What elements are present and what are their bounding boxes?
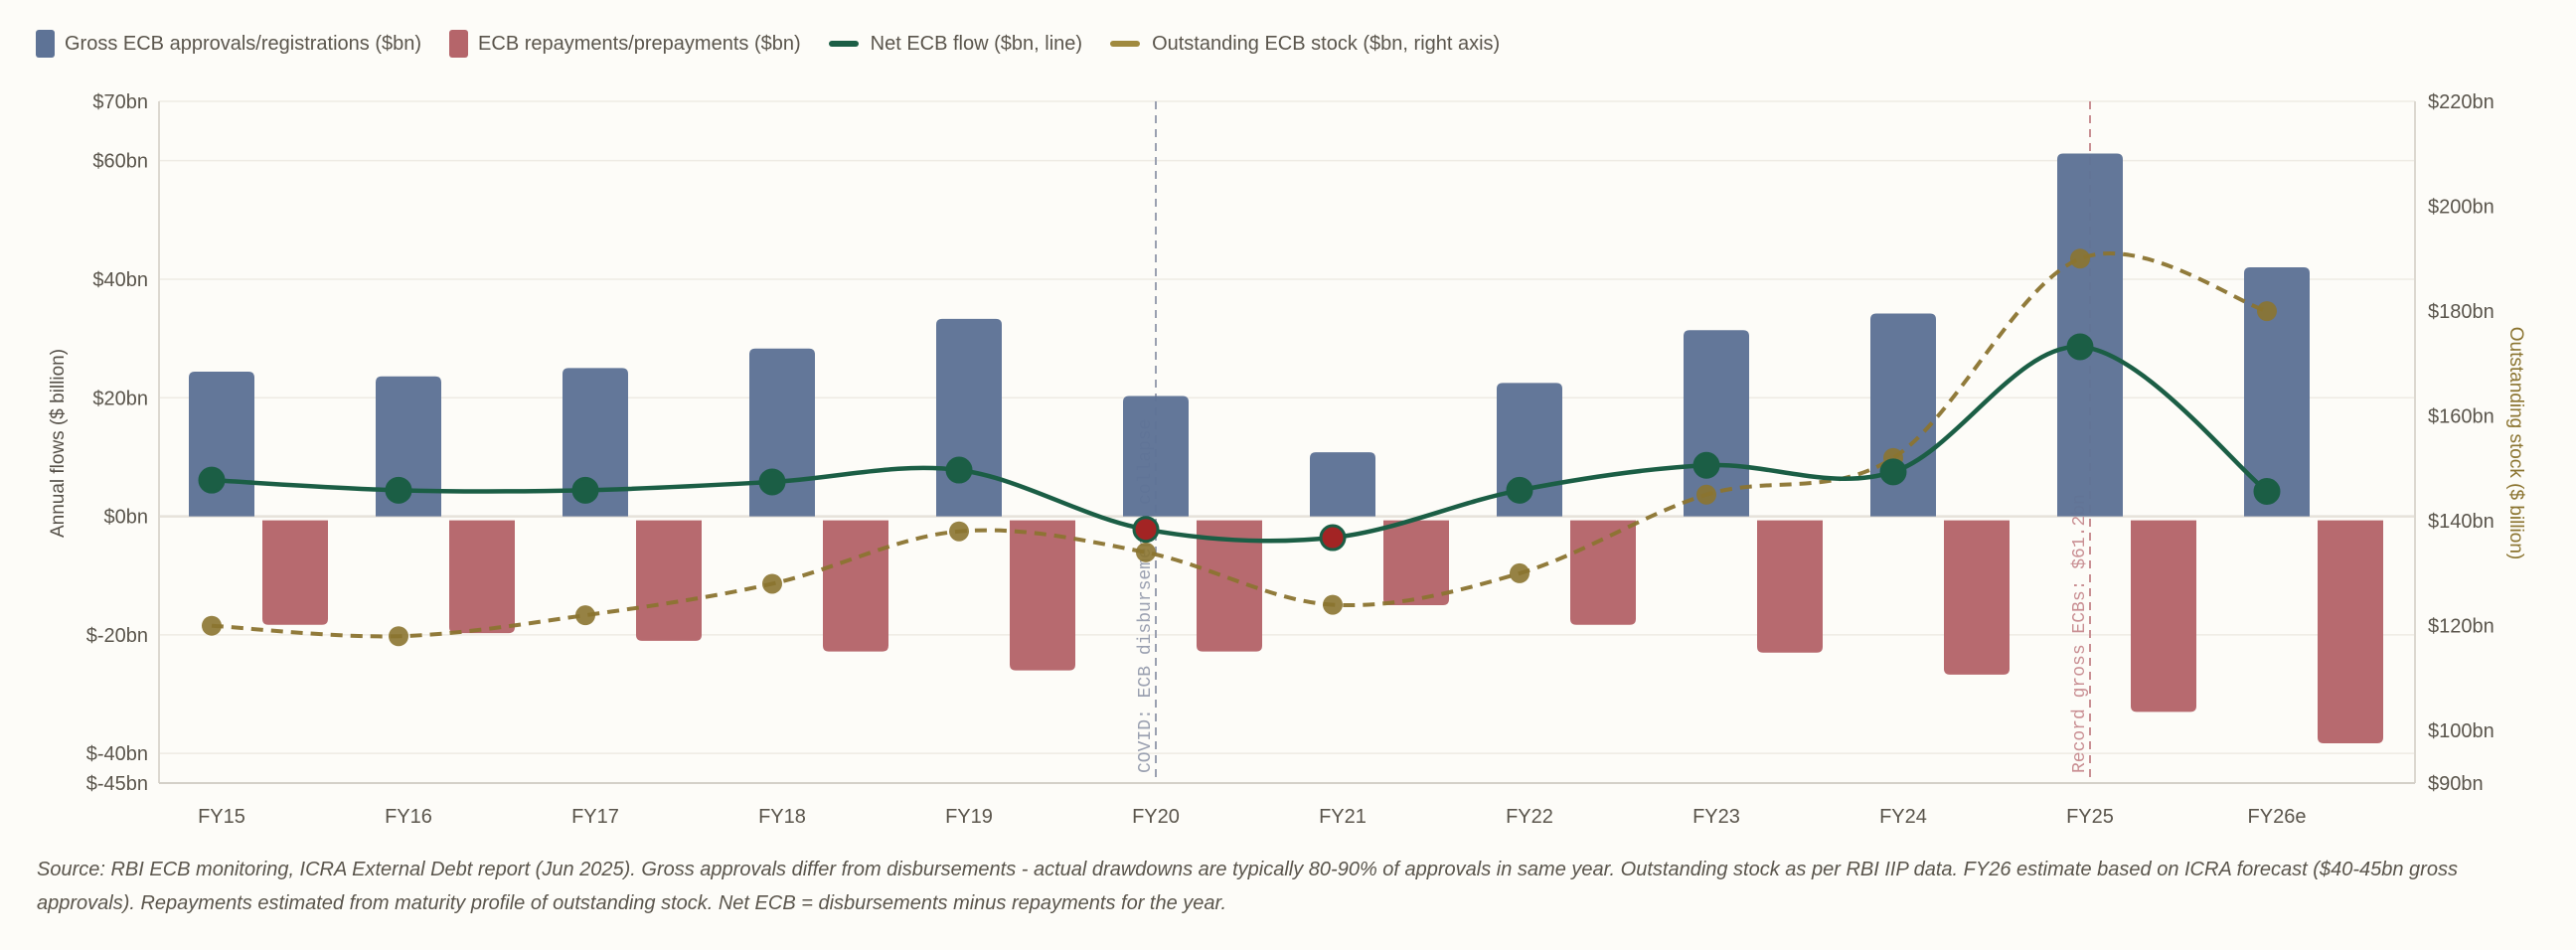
marker-outstanding-stock <box>1136 542 1156 562</box>
bar-gross <box>1870 313 1936 517</box>
y-tick-label-left: $-20bn <box>86 625 148 647</box>
bar-gross <box>936 318 1002 517</box>
legend-label: Net ECB flow ($bn, line) <box>870 32 1083 55</box>
marker-net-flow <box>385 476 412 504</box>
bar-gross <box>1684 330 1749 517</box>
legend-label: Outstanding ECB stock ($bn, right axis) <box>1152 32 1501 55</box>
x-tick-label: FY20 <box>1132 806 1180 828</box>
y-tick-label-left: $-40bn <box>86 743 148 765</box>
y-tick-label-right: $90bn <box>2428 773 2484 795</box>
y-tick-label-right: $100bn <box>2428 720 2495 742</box>
bar-gross <box>2057 153 2123 517</box>
bar-repayment <box>823 520 888 652</box>
lines <box>198 248 2281 647</box>
y-tick-label-right: $120bn <box>2428 616 2495 638</box>
marker-outstanding-stock <box>389 626 408 647</box>
y-tick-label-left: $-45bn <box>86 773 148 795</box>
bar-repayment <box>1757 520 1823 653</box>
x-tick-label: FY21 <box>1319 806 1367 828</box>
legend-swatch-repayments <box>449 30 469 58</box>
marker-net-flow <box>2253 478 2281 506</box>
x-tick-label: FY17 <box>571 806 619 828</box>
y-tick-label-right: $200bn <box>2428 197 2495 219</box>
legend-label: ECB repayments/prepayments ($bn) <box>478 32 801 55</box>
y-tick-label-left: $0bn <box>104 507 149 529</box>
bar-gross <box>1310 452 1375 517</box>
y-tick-label-left: $40bn <box>92 269 148 291</box>
y-tick-label-right: $160bn <box>2428 406 2495 428</box>
annotations: COVID: ECB disbursements collapse Record … <box>1136 101 2091 783</box>
legend-item-gross[interactable]: Gross ECB approvals/registrations ($bn) <box>36 30 421 58</box>
x-tick-label: FY25 <box>2066 806 2114 828</box>
legend-item-repayments[interactable]: ECB repayments/prepayments ($bn) <box>449 30 801 58</box>
y-axis-title-left: Annual flows ($ billion) <box>48 349 69 538</box>
bar-repayment <box>636 520 702 641</box>
y-tick-label-right: $220bn <box>2428 91 2495 113</box>
x-tick-label: FY24 <box>1879 806 1927 828</box>
y-tick-label-left: $20bn <box>92 388 148 409</box>
marker-outstanding-stock <box>575 605 595 626</box>
bar-repayment <box>1383 520 1449 606</box>
chart-legend: Gross ECB approvals/registrations ($bn) … <box>36 30 1528 58</box>
x-tick-label: FY19 <box>945 806 993 828</box>
marker-outstanding-stock <box>1510 562 1530 583</box>
y-tick-label-right: $180bn <box>2428 301 2495 323</box>
y-tick-label-left: $70bn <box>92 91 148 113</box>
marker-net-flow <box>198 466 226 494</box>
marker-outstanding-stock <box>1696 484 1716 505</box>
x-tick-label: FY23 <box>1692 806 1740 828</box>
marker-net-flow <box>571 476 599 504</box>
marker-net-flow <box>1692 451 1720 479</box>
bar-repayment <box>1944 520 2010 675</box>
bar-repayment <box>1010 520 1075 671</box>
legend-item-stock[interactable]: Outstanding ECB stock ($bn, right axis) <box>1110 33 1500 56</box>
marker-outstanding-stock <box>202 615 222 636</box>
x-tick-label: FY16 <box>385 806 432 828</box>
bar-gross <box>749 348 815 517</box>
y-tick-label-right: $140bn <box>2428 511 2495 533</box>
y-tick-label-left: $60bn <box>92 151 148 173</box>
x-tick-label: FY18 <box>758 806 806 828</box>
marker-net-flow <box>945 456 973 484</box>
marker-outstanding-stock <box>2070 248 2090 269</box>
bar-repayment <box>449 520 515 634</box>
legend-item-net[interactable]: Net ECB flow ($bn, line) <box>828 32 1083 56</box>
legend-swatch-net <box>828 41 859 47</box>
bar-repayment <box>262 520 328 625</box>
source-note: Source: RBI ECB monitoring, ICRA Externa… <box>37 859 2458 914</box>
legend-label: Gross ECB approvals/registrations ($bn) <box>65 32 422 55</box>
marker-net-flow <box>1879 458 1907 486</box>
bar-repayment <box>2318 520 2383 744</box>
x-tick-label: FY26e <box>2248 806 2307 828</box>
bar-gross <box>2244 267 2310 517</box>
marker-net-flow <box>2066 333 2094 361</box>
annotation-label: Record gross ECBs: $61.2bn <box>2070 494 2090 773</box>
bar-gross <box>1123 396 1189 517</box>
marker-outstanding-stock <box>762 573 782 594</box>
bar-repayment <box>1197 520 1262 652</box>
axes: $70bn $60bn $40bn $20bn $0bn $-20bn $-40bn $-45… <box>86 91 2495 828</box>
legend-swatch-stock <box>1110 41 1141 47</box>
marker-net-flow <box>758 468 786 496</box>
bar-repayment <box>1570 520 1636 625</box>
x-tick-label: FY15 <box>198 806 245 828</box>
marker-outstanding-stock <box>2257 301 2277 322</box>
x-tick-label: FY22 <box>1506 806 1553 828</box>
marker-outstanding-stock <box>949 521 969 542</box>
marker-net-flow <box>1319 524 1347 552</box>
marker-net-flow <box>1132 516 1160 544</box>
bars <box>189 153 2383 744</box>
line-net-flow <box>211 344 2269 544</box>
marker-net-flow <box>1506 476 1533 504</box>
bar-gross <box>189 372 254 517</box>
y-axis-title-right: Outstanding stock ($ billion) <box>2505 327 2526 559</box>
legend-swatch-gross <box>36 30 55 58</box>
marker-outstanding-stock <box>1323 594 1343 615</box>
bar-repayment <box>2131 520 2196 712</box>
